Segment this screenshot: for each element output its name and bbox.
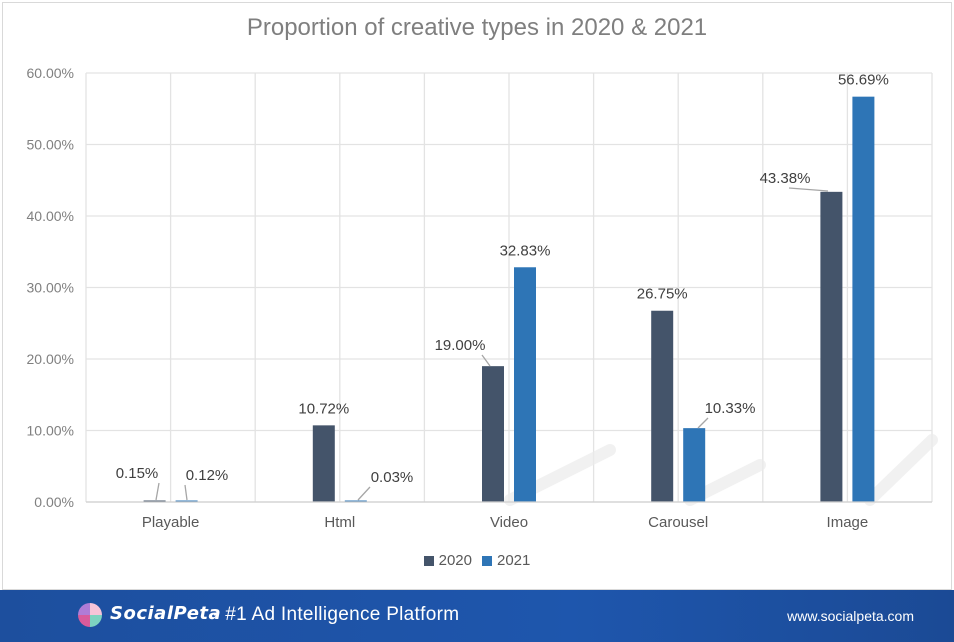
bar-2020-carousel: [651, 310, 674, 502]
data-label: 43.38%: [760, 170, 811, 187]
chart-title: Proportion of creative types in 2020 & 2…: [246, 14, 708, 41]
decorative-shadow: [864, 434, 938, 506]
socialpeta-logo-icon: [78, 603, 102, 627]
chart-legend: 2020 2021: [0, 552, 954, 569]
footer-brand: SocialPeta: [110, 603, 222, 624]
bar-2021-html: [344, 500, 367, 502]
data-label: 26.75%: [637, 286, 688, 303]
bar-2021-video: [514, 267, 536, 502]
bar-2021-playable: [175, 500, 198, 502]
leader-line: [481, 354, 491, 367]
leader-line: [184, 484, 188, 501]
data-label: 19.00%: [435, 337, 486, 354]
legend-swatch-2021: [482, 555, 492, 566]
y-tick-label: 50.00%: [27, 137, 74, 153]
footer-tagline: - #1 Ad Intelligence Platform: [213, 604, 460, 625]
y-tick-label: 40.00%: [27, 208, 74, 224]
bar-2020-image: [820, 191, 843, 502]
footer-banner: SocialPeta - #1 Ad Intelligence Platform…: [0, 590, 954, 642]
bar-2021-image: [852, 96, 875, 502]
bar-2020-html: [312, 425, 335, 502]
data-label: 56.69%: [838, 72, 889, 89]
x-tick-label: Html: [324, 514, 355, 531]
footer-website-link[interactable]: www.socialpeta.com: [787, 608, 914, 624]
bar-2021-carousel: [683, 428, 706, 502]
data-label: 10.72%: [298, 400, 349, 417]
x-tick-label: Carousel: [648, 514, 708, 531]
legend-label-2020: 2020: [438, 552, 472, 569]
legend-item-2021: 2021: [482, 552, 530, 569]
chart-frame: [2, 2, 952, 590]
data-label: 10.33%: [705, 400, 756, 417]
data-label: 0.03%: [371, 469, 414, 486]
x-tick-label: Video: [490, 514, 528, 531]
legend-item-2020: 2020: [423, 552, 472, 569]
data-label: 0.15%: [116, 465, 159, 482]
leader-line: [788, 187, 829, 192]
y-tick-label: 30.00%: [27, 280, 74, 296]
bar-2020-video: [482, 366, 504, 502]
legend-label-2021: 2021: [497, 552, 531, 569]
y-tick-label: 20.00%: [27, 351, 74, 367]
y-tick-label: 60.00%: [27, 65, 74, 81]
leader-line: [697, 417, 709, 429]
bar-chart: 0.15% 0.12% 10.72% 0.03% 19.00% 32.83% 26.75% 1…: [27, 65, 938, 531]
data-label: 0.12%: [186, 467, 229, 484]
y-tick-label: 0.00%: [34, 494, 74, 510]
x-tick-label: Image: [827, 514, 869, 531]
data-label: 32.83%: [500, 242, 551, 259]
y-tick-label: 10.00%: [27, 423, 74, 439]
x-tick-label: Playable: [142, 514, 200, 531]
leader-line: [357, 486, 371, 501]
leader-line: [155, 482, 160, 501]
bar-2020-playable: [143, 500, 166, 502]
legend-swatch-2020: [423, 555, 434, 566]
